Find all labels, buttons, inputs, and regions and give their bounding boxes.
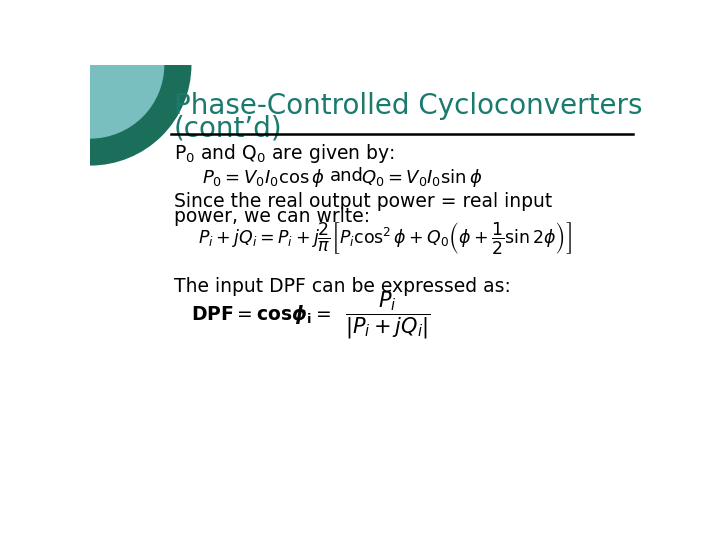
Circle shape xyxy=(0,0,191,165)
Text: Since the real output power = real input: Since the real output power = real input xyxy=(174,192,552,211)
Text: $P_0 = V_0 I_0 \cos\phi$: $P_0 = V_0 I_0 \cos\phi$ xyxy=(202,167,325,189)
Text: $\mathsf{P_0}$ and $\mathsf{Q_0}$ are given by:: $\mathsf{P_0}$ and $\mathsf{Q_0}$ are gi… xyxy=(174,142,395,165)
Text: power, we can write:: power, we can write: xyxy=(174,207,370,226)
Text: $Q_0 = V_0 I_0 \sin\phi$: $Q_0 = V_0 I_0 \sin\phi$ xyxy=(361,167,482,189)
Text: The input DPF can be expressed as:: The input DPF can be expressed as: xyxy=(174,276,510,295)
Text: Phase-Controlled Cycloconverters: Phase-Controlled Cycloconverters xyxy=(174,92,642,120)
Circle shape xyxy=(17,0,163,138)
Text: (cont’d): (cont’d) xyxy=(174,115,282,143)
Text: $P_i + jQ_i = P_i + j\dfrac{2}{\pi}\left[P_i \cos^2\phi + Q_0\left(\phi + \dfrac: $P_i + jQ_i = P_i + j\dfrac{2}{\pi}\left… xyxy=(197,220,572,256)
Text: and: and xyxy=(330,167,364,185)
Text: $\mathbf{DPF} = \mathbf{cos}\boldsymbol{\phi}_\mathbf{i} =$: $\mathbf{DPF} = \mathbf{cos}\boldsymbol{… xyxy=(191,304,330,326)
Text: $\dfrac{P_i}{|P_i + jQ_i|}$: $\dfrac{P_i}{|P_i + jQ_i|}$ xyxy=(346,289,431,341)
